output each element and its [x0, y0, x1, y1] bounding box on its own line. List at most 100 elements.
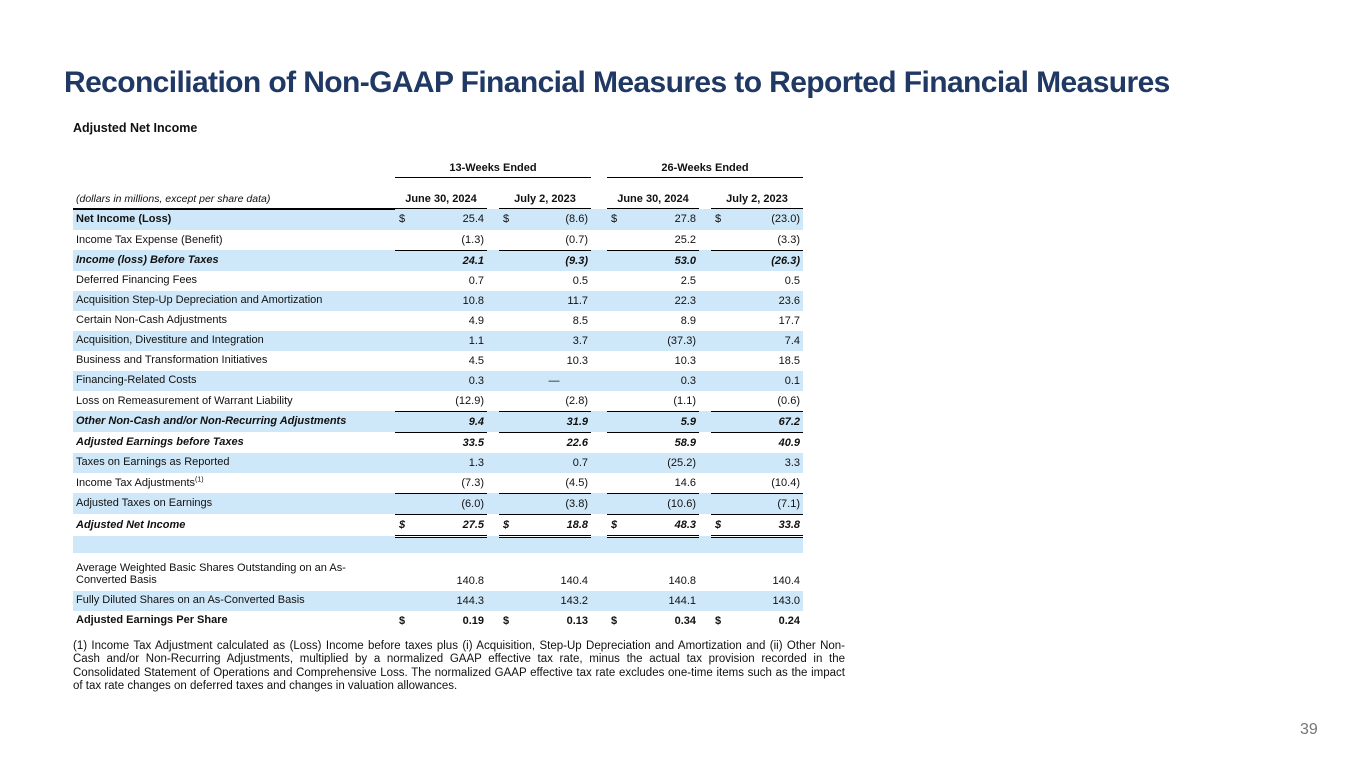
cell-value: 33.5	[462, 436, 484, 449]
currency-symbol	[711, 591, 729, 611]
row-label: Income Tax Adjustments(1)	[73, 473, 395, 494]
cell-value: (3.8)	[517, 493, 591, 515]
table-row: Adjusted Taxes on Earnings (6.0) (3.8) (10.…	[73, 493, 803, 515]
cell-value: 10.3	[674, 354, 696, 367]
cell-value: 23.6	[778, 294, 800, 307]
currency-symbol	[395, 271, 413, 291]
row-label-text: Other Non-Cash and/or Non-Recurring Adju…	[76, 415, 347, 428]
column-gap	[699, 411, 711, 432]
row-label-text: Adjusted Earnings before Taxes	[76, 436, 244, 448]
currency-symbol	[711, 411, 729, 433]
row-label-text: Adjusted Taxes on Earnings	[76, 497, 213, 510]
column-gap	[699, 536, 711, 553]
row-label-text: Certain Non-Cash Adjustments	[76, 314, 228, 327]
row-label: Other Non-Cash and/or Non-Recurring Adju…	[73, 411, 395, 432]
group-gap	[591, 432, 607, 453]
row-label: Financing-Related Costs	[73, 371, 395, 391]
cell-value: 1.1	[468, 334, 484, 347]
row-label: Adjusted Taxes on Earnings	[73, 493, 395, 514]
row-label-text: Adjusted Net Income	[76, 518, 186, 531]
group-gap	[591, 453, 607, 473]
cell-value: 58.9	[674, 436, 696, 449]
cell-value: (37.3)	[667, 334, 696, 347]
column-gap	[699, 391, 711, 412]
column-gap	[699, 271, 711, 291]
currency-symbol	[499, 411, 517, 433]
group-gap	[591, 271, 607, 291]
cell-value: 140.8	[456, 574, 484, 587]
column-header-date: June 30, 2024	[395, 177, 487, 209]
cell-value: 11.7	[567, 294, 588, 307]
cell-value: —	[548, 374, 560, 387]
cell-value: (2.8)	[517, 390, 591, 412]
table-row: Income (loss) Before Taxes 24.1 (9.3) 53.0 (…	[73, 250, 803, 271]
footnote-ref: (1)	[195, 475, 204, 483]
currency-symbol	[395, 351, 413, 371]
row-label: Income (loss) Before Taxes	[73, 250, 395, 271]
group-gap	[591, 250, 607, 271]
cell-value: 0.7	[572, 456, 588, 469]
table-row: Average Weighted Basic Shares Outstandin…	[73, 553, 803, 591]
row-label-text: Business and Transformation Initiatives	[76, 354, 268, 367]
group-gap	[591, 178, 607, 209]
table-row: Taxes on Earnings as Reported 1.3 0.7 (25.2…	[73, 452, 803, 473]
currency-symbol	[711, 453, 729, 473]
row-label	[73, 536, 395, 553]
column-gap	[699, 591, 711, 611]
currency-symbol	[499, 553, 517, 591]
cell-value: 0.7	[468, 274, 484, 287]
cell-value: (0.6)	[729, 390, 803, 412]
row-label: Adjusted Earnings before Taxes	[73, 432, 395, 453]
currency-symbol	[395, 493, 413, 515]
cell-value: (9.3)	[565, 254, 588, 267]
cell-value: (7.1)	[729, 493, 803, 515]
cell-value: (23.0)	[771, 213, 800, 226]
row-label: Deferred Financing Fees	[73, 271, 395, 291]
column-gap	[487, 311, 499, 331]
cell-value: 0.34	[674, 614, 696, 627]
column-gap	[699, 250, 711, 271]
row-label: Business and Transformation Initiatives	[73, 351, 395, 371]
currency-symbol: $	[715, 213, 722, 226]
cell-value: 3.3	[784, 456, 800, 469]
table-row: Acquisition, Divestiture and Integration…	[73, 330, 803, 351]
group-gap	[591, 536, 607, 553]
column-gap	[699, 611, 711, 631]
cell-value: 144.1	[668, 594, 696, 607]
currency-symbol	[499, 591, 517, 611]
group-gap	[591, 553, 607, 591]
cell-value: 4.5	[468, 354, 484, 367]
table-row: Financing-Related Costs 0.3 — 0.3 0.1	[73, 370, 803, 391]
cell-value: 5.9	[625, 411, 699, 433]
row-label-text: Loss on Remeasurement of Warrant Liabili…	[76, 394, 293, 407]
column-gap	[487, 536, 499, 553]
spacer-row	[73, 536, 803, 553]
table-subtitle: Adjusted Net Income	[73, 121, 198, 135]
column-gap	[699, 453, 711, 473]
currency-symbol	[395, 311, 413, 331]
currency-symbol	[499, 311, 517, 331]
cell-value: 140.4	[772, 574, 800, 587]
currency-symbol	[711, 371, 729, 391]
column-gap	[487, 351, 499, 371]
cell-value: 3.7	[572, 334, 588, 347]
column-gap	[699, 331, 711, 351]
column-gap	[699, 473, 711, 494]
currency-symbol	[607, 271, 625, 291]
currency-symbol	[607, 472, 625, 494]
table-row: Net Income (Loss) $25.4 $ (8.6) $27.8 $ (23.0)	[73, 208, 803, 230]
cell-value: 140.8	[668, 574, 696, 587]
currency-symbol	[395, 411, 413, 433]
cell-value: 9.4	[413, 411, 487, 433]
group-gap	[591, 209, 607, 230]
cell-value: (0.7)	[517, 229, 591, 251]
currency-symbol	[499, 351, 517, 371]
cell-value: 0.5	[572, 274, 588, 287]
page-title: Reconciliation of Non-GAAP Financial Mea…	[64, 66, 1170, 99]
column-gap	[487, 611, 499, 631]
currency-symbol	[607, 453, 625, 473]
currency-symbol	[395, 390, 413, 412]
cell-value: 22.3	[674, 294, 696, 307]
row-label-text: Fully Diluted Shares on an As-Converted …	[76, 594, 305, 607]
